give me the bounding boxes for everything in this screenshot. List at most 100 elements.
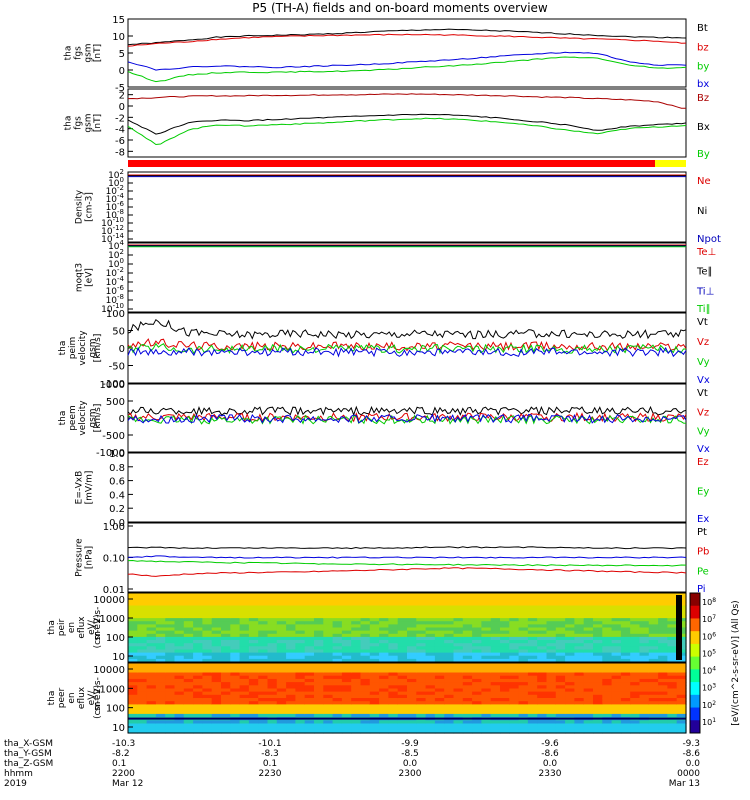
heatmap-cell [462,649,473,654]
heatmap-cell [676,694,687,699]
heatmap-cell [583,633,594,638]
heatmap-cell [481,615,492,619]
heatmap-cell [444,611,455,616]
heatmap-cell [202,611,213,616]
heatmap-cell [267,682,278,686]
heatmap-cell [230,682,241,686]
heatmap-cell [183,688,194,693]
heatmap-cell [314,593,324,597]
heatmap-cell [369,596,380,600]
heatmap-cell [388,640,399,644]
heatmap-cell [620,605,631,610]
heatmap-cell [648,636,659,641]
heatmap-cell [304,618,315,622]
heatmap-cell [630,682,641,686]
heatmap-cell [379,602,389,607]
heatmap-cell [425,710,436,715]
heatmap-cell [620,720,631,725]
heatmap-cell [518,630,529,635]
heatmap-cell [369,713,380,718]
heatmap-cell [248,672,259,677]
heatmap-cell [500,698,510,702]
heatmap-cell [434,688,445,693]
heatmap-cell [267,672,278,677]
heatmap-cell [472,602,482,607]
heatmap-cell [211,630,222,635]
heatmap-cell [434,729,445,734]
heatmap-cell [555,723,566,728]
heatmap-cell [379,630,389,635]
heatmap-cell [527,655,538,660]
heatmap-cell [500,605,510,610]
heatmap-cell [128,669,138,674]
heatmap-cell [146,710,157,715]
heatmap-cell [230,593,241,597]
heatmap-cell [276,611,287,616]
heatmap-cell [602,723,613,728]
heatmap-cell [648,618,659,622]
y-label-line: peem [68,405,78,431]
heatmap-cell [295,627,306,632]
heatmap-cell [518,652,529,657]
heatmap-cell [611,694,622,699]
heatmap-cell [221,663,231,667]
heatmap-cell [555,720,566,725]
heatmap-cell [565,599,575,603]
heatmap-cell [407,666,417,670]
heatmap-cell [211,729,222,734]
heatmap-cell [472,678,482,683]
heatmap-cell [462,652,473,657]
heatmap-cell [221,678,231,683]
heatmap-cell [323,627,334,632]
heatmap-cell [537,691,548,696]
heatmap-cell [648,646,659,650]
heatmap-cell [276,694,287,699]
heatmap-cell [165,723,176,728]
heatmap-cell [211,658,222,663]
heatmap-cell [583,621,594,625]
heatmap-cell [165,685,176,690]
heatmap-cells [128,593,687,663]
heatmap-cell [239,599,250,603]
heatmap-cell [155,658,166,663]
heatmap-cell [407,608,417,613]
heatmap-cell [639,694,650,699]
heatmap-cell [676,688,687,693]
heatmap-cell [369,688,380,693]
heatmap-cell [462,669,473,674]
heatmap-cell [202,701,213,705]
heatmap-cell [565,633,575,638]
heatmap-cell [500,720,510,725]
heatmap-cell [314,615,324,619]
heatmap-cell [453,682,464,686]
heatmap-cell [295,688,306,693]
heatmap-cell [397,678,408,683]
heatmap-cell [518,658,529,663]
heatmap-cell [360,698,371,702]
heatmap-cell [639,726,650,731]
heatmap-cell [332,701,343,705]
heatmap-cell [462,608,473,613]
heatmap-cell [481,618,492,622]
heatmap-cell [509,720,520,725]
heatmap-cell [630,655,641,660]
heatmap-cell [407,713,417,718]
y-tick-label: -5 [115,83,125,94]
heatmap-cell [230,655,241,660]
heatmap-cell [593,608,603,613]
heatmap-cell [248,624,259,629]
heatmap-cell [509,726,520,731]
heatmap-cell [518,602,529,607]
series-line-Bt [127,28,687,46]
heatmap-cell [155,678,166,683]
heatmap-cell [509,694,520,699]
heatmap-cell [500,704,510,709]
heatmap-cell [444,655,455,660]
heatmap-cell [630,593,641,597]
heatmap-cell [137,599,148,603]
heatmap-cell [304,646,315,650]
heatmap-cell [341,720,352,725]
heatmap-cell [258,624,269,629]
